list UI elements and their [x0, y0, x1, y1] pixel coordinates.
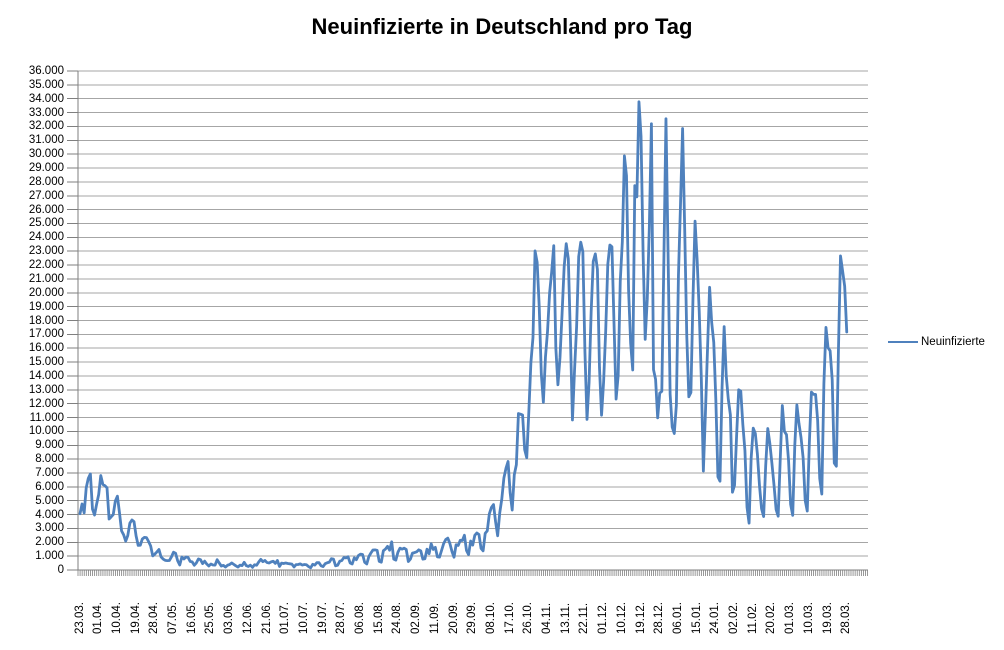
x-tick-label: 06.08.	[354, 602, 367, 634]
y-tick-label: 36.000	[28, 65, 64, 77]
x-tick-label: 04.11.	[541, 602, 554, 634]
x-tick-label: 07.05.	[167, 602, 179, 634]
x-tick-label: 29.09.	[466, 602, 479, 634]
x-tick-label: 25.05.	[204, 602, 217, 634]
y-tick-label: 27.000	[28, 189, 64, 202]
x-tick-label: 08.10.	[484, 602, 497, 634]
y-tick-label: 21.000	[28, 272, 64, 285]
y-tick-label: 12.000	[28, 397, 64, 410]
x-tick-label: 23.03.	[73, 602, 86, 634]
x-tick-label: 10.03.	[802, 602, 815, 634]
x-tick-label: 10.12.	[615, 602, 628, 634]
y-tick-label: 30.000	[28, 148, 64, 161]
x-tick-label: 01.12.	[597, 602, 610, 634]
x-tick-label: 28.04.	[148, 602, 161, 634]
series-line-neuinfizierte	[78, 100, 849, 570]
x-tick-label: 21.06.	[260, 602, 273, 634]
x-tick-label: 20.02.	[765, 602, 778, 634]
y-tick-label: 18.000	[28, 314, 64, 327]
y-tick-label: 35.000	[28, 78, 64, 91]
y-tick-label: 0	[57, 564, 64, 576]
x-tick-label: 11.02.	[746, 602, 759, 634]
y-tick-label: 29.000	[28, 162, 64, 175]
y-tick-label: 24.000	[28, 231, 64, 244]
y-tick-label: 31.000	[28, 134, 64, 147]
x-tick-label: 01.07.	[279, 602, 292, 634]
x-tick-label: 28.03.	[840, 602, 853, 634]
x-tick-label: 11.09.	[428, 602, 441, 634]
y-tick-label: 23.000	[28, 245, 64, 258]
x-tick-label: 12.06.	[241, 602, 254, 634]
y-tick-label: 33.000	[28, 106, 64, 119]
x-tick-label: 22.11.	[578, 602, 591, 634]
x-tick-label: 19.12.	[634, 602, 647, 634]
y-tick-label: 1.000	[35, 550, 64, 563]
y-tick-label: 9.000	[35, 439, 64, 452]
x-tick-label: 01.04.	[92, 602, 105, 634]
y-tick-label: 28.000	[28, 175, 64, 188]
x-tick-label: 13.11.	[559, 602, 572, 634]
x-tick-label: 15.08.	[372, 602, 385, 634]
x-tick-label: 10.04.	[110, 602, 123, 634]
x-tick-label: 19.03.	[821, 602, 834, 634]
y-tick-label: 32.000	[28, 120, 64, 133]
x-tick-label: 19.04.	[129, 602, 142, 634]
y-tick-label: 13.000	[28, 383, 64, 396]
x-tick-label: 03.06.	[223, 602, 236, 634]
y-tick-label: 19.000	[28, 300, 64, 313]
y-tick-label: 20.000	[28, 286, 64, 299]
x-tick-label: 15.01.	[690, 602, 703, 634]
y-tick-label: 8.000	[35, 453, 64, 466]
x-tick-label: 26.10.	[522, 602, 535, 634]
x-tick-label: 02.09.	[410, 602, 423, 634]
y-tick-label: 7.000	[35, 466, 64, 479]
x-tick-label: 17.10.	[503, 602, 516, 634]
y-tick-label: 5.000	[35, 494, 64, 507]
y-tick-label: 3.000	[35, 522, 64, 535]
y-tick-label: 17.000	[28, 328, 64, 341]
chart-title: Neuinfizierte in Deutschland pro Tag	[311, 14, 693, 39]
x-tick-label: 28.12.	[653, 602, 666, 634]
y-tick-label: 26.000	[28, 203, 64, 216]
y-tick-label: 2.000	[35, 536, 64, 549]
y-tick-label: 11.000	[29, 411, 64, 424]
legend-label: Neuinfizierte	[921, 336, 985, 348]
y-tick-label: 34.000	[28, 92, 64, 105]
y-tick-label: 6.000	[35, 480, 64, 493]
y-tick-label: 15.000	[28, 356, 64, 369]
y-tick-label: 25.000	[28, 217, 64, 230]
y-tick-label: 4.000	[35, 508, 64, 521]
x-tick-label: 10.07.	[297, 602, 310, 634]
x-tick-label: 02.02.	[728, 602, 741, 634]
legend: Neuinfizierte	[888, 336, 985, 348]
y-tick-label: 16.000	[28, 342, 64, 355]
x-tick-label: 24.01.	[709, 602, 722, 634]
x-tick-label: 06.01.	[671, 602, 684, 634]
y-tick-label: 10.000	[28, 425, 64, 438]
x-tick-label: 28.07.	[335, 602, 348, 634]
x-tick-label: 16.05.	[185, 602, 198, 634]
x-tick-label: 24.08.	[391, 602, 404, 634]
x-tick-label: 20.09.	[447, 602, 460, 634]
y-tick-label: 22.000	[28, 259, 64, 272]
y-tick-label: 14.000	[28, 369, 64, 382]
x-tick-label: 19.07.	[316, 602, 329, 634]
x-tick-label: 01.03.	[784, 602, 797, 634]
legend-line-swatch	[888, 341, 918, 343]
